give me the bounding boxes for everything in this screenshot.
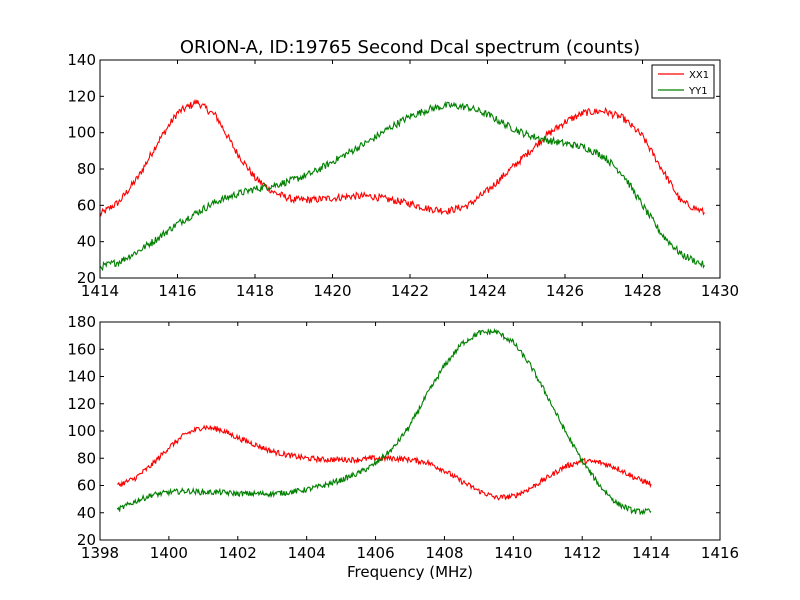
y-tick-label: 160 — [67, 340, 96, 358]
y-tick-label: 180 — [67, 313, 96, 331]
x-axis-label: Frequency (MHz) — [347, 563, 473, 581]
y-tick-label: 60 — [77, 196, 96, 214]
x-tick-label: 1402 — [219, 544, 257, 562]
y-tick-label: 20 — [77, 531, 96, 549]
x-tick-label: 1422 — [391, 282, 429, 300]
y-tick-label: 140 — [67, 51, 96, 69]
x-tick-label: 1418 — [236, 282, 274, 300]
y-tick-label: 80 — [77, 449, 96, 467]
x-tick-label: 1408 — [425, 544, 463, 562]
x-tick-label: 1424 — [468, 282, 506, 300]
x-tick-label: 1410 — [494, 544, 532, 562]
x-tick-label: 1420 — [313, 282, 351, 300]
x-tick-label: 1406 — [356, 544, 394, 562]
y-tick-label: 140 — [67, 368, 96, 386]
y-tick-label: 20 — [77, 269, 96, 287]
x-tick-label: 1414 — [81, 282, 119, 300]
legend-label-xx1: XX1 — [689, 70, 709, 81]
x-tick-label: 1428 — [623, 282, 661, 300]
x-tick-label: 1416 — [158, 282, 196, 300]
x-tick-label: 1404 — [288, 544, 326, 562]
x-tick-label: 1412 — [563, 544, 601, 562]
x-tick-label: 1430 — [701, 282, 739, 300]
series-line-xx1-2 — [117, 424, 652, 501]
series-line-yy1-1 — [99, 100, 705, 272]
y-tick-label: 120 — [67, 87, 96, 105]
series-line-xx1-1 — [99, 99, 705, 217]
legend-label-yy1: YY1 — [688, 86, 708, 97]
x-tick-label: 1414 — [632, 544, 670, 562]
x-tick-label: 1398 — [81, 544, 119, 562]
y-tick-label: 100 — [67, 124, 96, 142]
series-line-yy1-2 — [116, 328, 652, 516]
y-tick-label: 40 — [77, 504, 96, 522]
x-tick-label: 1426 — [546, 282, 584, 300]
bottom-plot: 1398 1400 1402 1404 1406 1408 1410 1412 1414 1416… — [67, 313, 739, 562]
y-tick-label: 100 — [67, 422, 96, 440]
top-plot: 1414 1416 1418 1420 1422 1424 1426 1428 1430 20 40… — [67, 51, 739, 300]
x-tick-label: 1400 — [150, 544, 188, 562]
chart-title: ORION-A, ID:19765 Second Dcal spectrum (… — [180, 37, 640, 58]
x-tick-label: 1416 — [701, 544, 739, 562]
legend-box — [651, 64, 715, 99]
y-tick-label: 80 — [77, 160, 96, 178]
y-tick-label: 40 — [77, 233, 96, 251]
y-tick-label: 120 — [67, 395, 96, 413]
y-tick-label: 60 — [77, 477, 96, 495]
